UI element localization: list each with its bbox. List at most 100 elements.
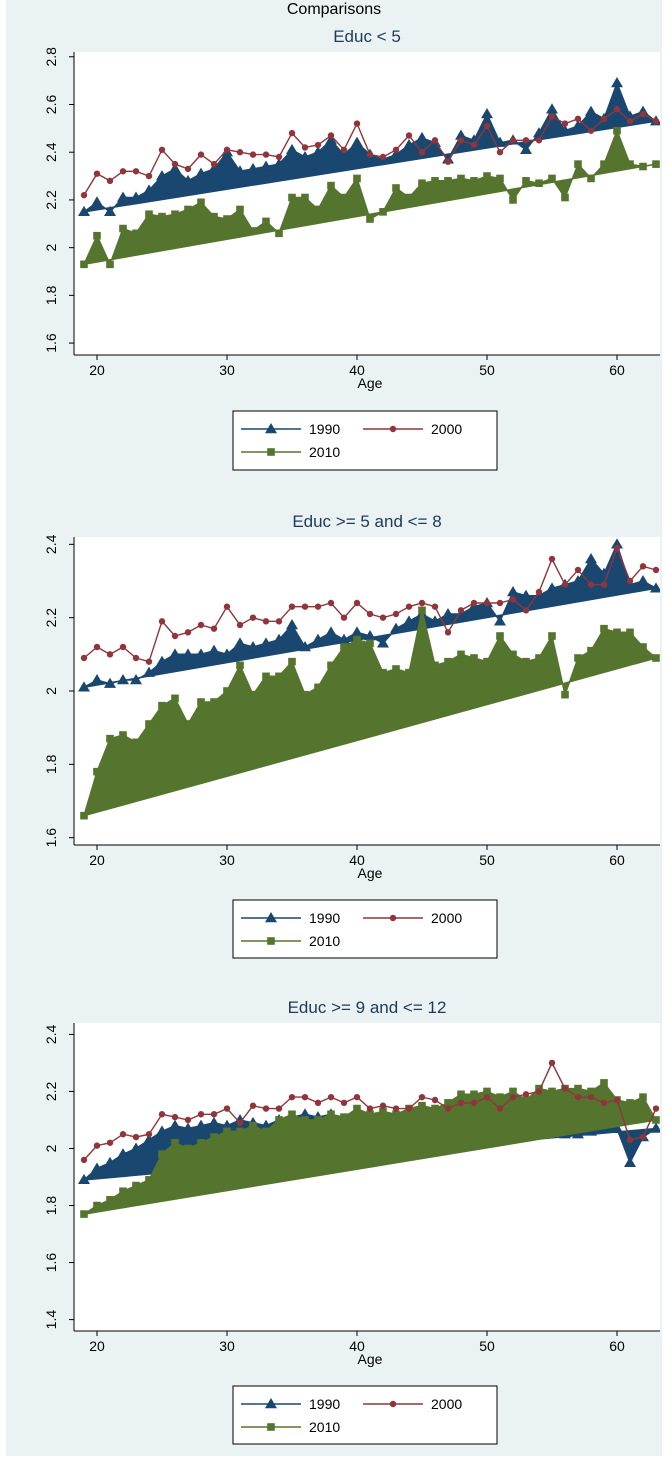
series-1990-point bbox=[91, 196, 103, 207]
series-2000-point bbox=[197, 151, 205, 158]
series-2000-point bbox=[249, 151, 257, 158]
series-2000-point bbox=[340, 614, 348, 621]
legend: 1990 2000 2010 bbox=[232, 899, 498, 959]
y-tick-label: 1.8 bbox=[43, 754, 59, 774]
series-2010-point bbox=[639, 1093, 647, 1101]
series-2010-point bbox=[197, 698, 205, 706]
series-1990-point bbox=[143, 184, 155, 195]
x-axis-label: Age bbox=[358, 865, 383, 881]
series-1990-point bbox=[312, 633, 324, 644]
legend-marker-2000 bbox=[389, 425, 397, 433]
series-2010-point bbox=[366, 1110, 374, 1119]
series-2000-point bbox=[548, 555, 556, 563]
series-layer bbox=[78, 77, 660, 269]
series-2000-point bbox=[184, 1116, 192, 1124]
series-2000-point bbox=[145, 172, 153, 180]
series-2010-area bbox=[82, 128, 657, 267]
series-1990-point bbox=[520, 143, 532, 155]
series-2010-point bbox=[509, 196, 517, 204]
series-2010-point bbox=[145, 210, 153, 219]
series-1990-point bbox=[442, 608, 454, 619]
series-2000-point bbox=[80, 1156, 88, 1164]
legend-label-1990: 1990 bbox=[309, 910, 340, 926]
x-tick-label: 40 bbox=[349, 852, 365, 868]
series-2010-point bbox=[184, 720, 192, 728]
series-2010-point bbox=[314, 205, 322, 214]
legend-marker-1990 bbox=[265, 1398, 277, 1409]
series-2010-point bbox=[314, 1116, 322, 1124]
series-1990-point bbox=[286, 143, 298, 155]
series-2010-point bbox=[93, 231, 101, 240]
series-1990-point bbox=[169, 648, 181, 659]
series-2010-point bbox=[496, 1093, 504, 1101]
series-2000-point bbox=[392, 610, 400, 618]
series-2000-point bbox=[119, 643, 127, 651]
series-1990-point bbox=[494, 136, 506, 147]
series-2000-point bbox=[587, 127, 595, 134]
x-tick-label: 50 bbox=[479, 1338, 495, 1354]
series-2010-point bbox=[379, 208, 387, 216]
y-tick-label: 1.6 bbox=[43, 333, 59, 353]
series-2000-point bbox=[249, 1102, 257, 1109]
series-1990-point bbox=[130, 191, 142, 202]
series-2010-point bbox=[457, 650, 465, 659]
series-2010-point bbox=[132, 738, 140, 747]
series-1990-point bbox=[117, 674, 129, 685]
series-2000-point bbox=[275, 618, 283, 625]
chart-panel-1: Educ < 5 1.6 1.8 2 2.2 2.4 2.6 2.8 20 30 40 50 60 Age… bbox=[43, 27, 660, 471]
series-2000-point bbox=[470, 141, 478, 149]
series-1990-point bbox=[546, 582, 558, 593]
y-tick-label: 2 bbox=[43, 687, 59, 695]
series-1990-point bbox=[91, 674, 103, 685]
series-1990-point bbox=[247, 162, 259, 174]
series-2000-point bbox=[262, 151, 270, 158]
series-2010-point bbox=[145, 720, 153, 728]
series-1990-point bbox=[585, 105, 597, 116]
series-2000-point bbox=[262, 1105, 270, 1112]
series-2000-point bbox=[418, 599, 426, 607]
series-2000-point bbox=[197, 621, 205, 629]
series-1990-point bbox=[182, 648, 194, 659]
series-2000-point bbox=[639, 563, 647, 570]
series-2010-area bbox=[83, 1081, 658, 1215]
series-2000-point bbox=[171, 1113, 179, 1121]
series-2000-point bbox=[548, 113, 556, 120]
series-2010-point bbox=[522, 657, 530, 666]
series-2000-point bbox=[158, 618, 166, 625]
series-2010-point bbox=[470, 654, 478, 662]
series-2000-point bbox=[561, 1085, 569, 1092]
series-2010-point bbox=[106, 734, 114, 743]
series-1990-point bbox=[91, 1162, 103, 1173]
series-2010-point bbox=[93, 1201, 101, 1210]
series-1990-point bbox=[130, 674, 142, 685]
series-2010-point bbox=[587, 1087, 595, 1096]
x-axis-label: Age bbox=[358, 1351, 383, 1367]
series-1990-point bbox=[260, 1119, 272, 1130]
series-2010-point bbox=[353, 1104, 361, 1113]
series-1990-point bbox=[338, 633, 350, 644]
series-2010-point bbox=[574, 654, 582, 662]
series-2010-point bbox=[626, 160, 634, 168]
x-tick-label: 50 bbox=[479, 852, 495, 868]
series-2000-point bbox=[600, 581, 608, 588]
x-tick-label: 50 bbox=[479, 362, 495, 378]
series-2010-point bbox=[483, 172, 491, 180]
series-2010-point bbox=[587, 174, 595, 183]
series-2010-point bbox=[470, 1090, 478, 1099]
y-tick-label: 2.2 bbox=[43, 190, 59, 210]
series-2000-point bbox=[626, 117, 634, 125]
series-2010-point bbox=[171, 210, 179, 219]
series-2010-point bbox=[392, 665, 400, 673]
series-1990-point bbox=[195, 648, 207, 659]
series-2000-point bbox=[496, 149, 504, 156]
series-2010-point bbox=[301, 193, 309, 202]
series-2010-point bbox=[184, 1144, 192, 1153]
x-tick-label: 30 bbox=[219, 852, 235, 868]
chart-title: Educ < 5 bbox=[333, 27, 401, 46]
series-1990-point bbox=[403, 615, 415, 626]
series-2000-point bbox=[405, 1105, 413, 1112]
series-2010-point bbox=[327, 181, 335, 190]
series-2000-point bbox=[444, 629, 452, 636]
legend-marker-2010 bbox=[267, 448, 275, 456]
chart-title: Educ >= 9 and <= 12 bbox=[288, 998, 447, 1017]
